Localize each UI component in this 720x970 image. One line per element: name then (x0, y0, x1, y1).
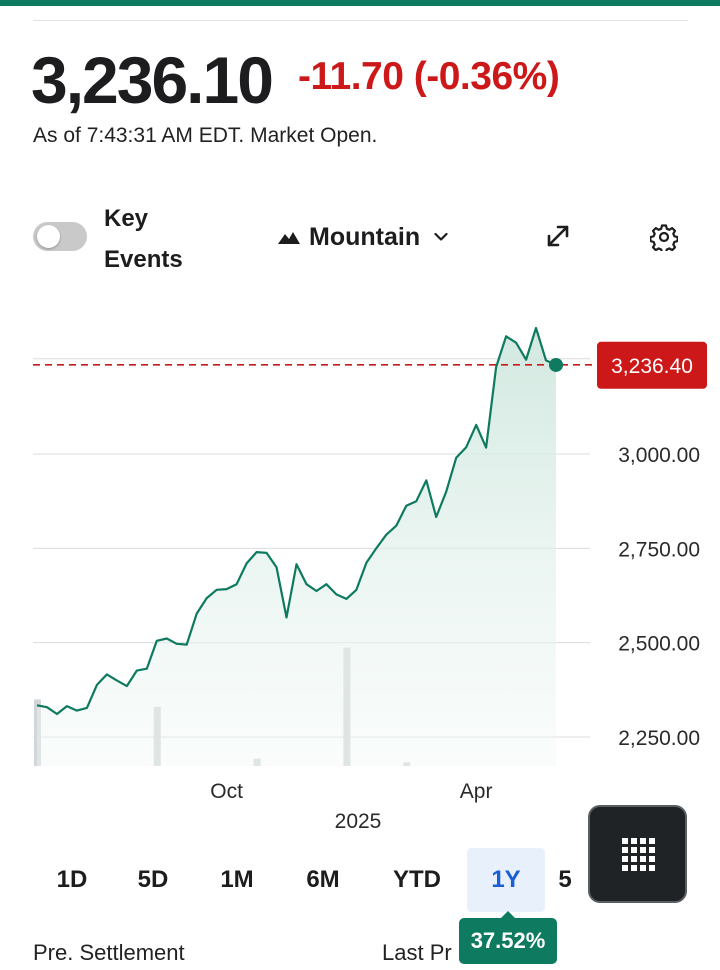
x-tick-label: Apr (460, 780, 493, 803)
last-price-dot (549, 357, 563, 372)
range-return-value: 37.52% (470, 928, 546, 953)
grid-icon (621, 838, 655, 871)
price-area-fill (37, 328, 556, 766)
gear-icon[interactable] (650, 223, 678, 251)
key-events-line1: Key (104, 205, 149, 232)
top-divider (33, 20, 688, 21)
chart-type-label: Mountain (309, 222, 421, 251)
last-price-label: Last Pr (382, 940, 452, 965)
range-button-6m[interactable]: 6M (306, 866, 340, 893)
y-tick-label: 2,250.00 (618, 727, 700, 750)
apps-menu-button[interactable] (588, 805, 687, 903)
last-price-tag (597, 341, 707, 389)
range-button-ytd[interactable]: YTD (393, 866, 441, 893)
key-events-toggle[interactable] (33, 222, 87, 251)
range-return-badge: 37.52% (459, 911, 557, 964)
expand-icon[interactable] (545, 223, 571, 249)
x-tick-label: Oct (210, 780, 243, 803)
key-events-label: Key Events (104, 198, 224, 280)
price-change: -11.70 (-0.36%) (298, 55, 560, 98)
toggle-knob (37, 225, 60, 248)
range-selector: 1D 5D 1M 6M YTD 1Y 5 (33, 848, 585, 912)
chart-type-dropdown[interactable]: Mountain (278, 220, 448, 254)
range-button-1m[interactable]: 1M (220, 866, 254, 893)
range-button-5[interactable]: 5 (558, 866, 572, 893)
top-accent-bar (0, 0, 720, 6)
y-tick-label: 3,000.00 (618, 444, 700, 467)
chevron-down-icon (434, 232, 448, 241)
y-tick-label: 2,500.00 (618, 633, 700, 656)
x-axis-label: 2025 (335, 810, 382, 833)
last-price-tag-text: 3,236.40 (611, 355, 693, 378)
price-line (36, 326, 557, 716)
price-chart[interactable]: 3,236.40 3,000.00 2,750.00 2,500.00 2,250.0… (0, 290, 720, 840)
y-tick-label: 2,750.00 (618, 538, 700, 561)
key-events-line2: Events (104, 246, 183, 273)
mountain-icon (278, 232, 300, 244)
badge-pointer (501, 911, 515, 918)
range-button-1d[interactable]: 1D (56, 866, 88, 893)
range-button-5d[interactable]: 5D (137, 866, 169, 893)
pre-settlement-label: Pre. Settlement (33, 940, 185, 965)
as-of-timestamp: As of 7:43:31 AM EDT. Market Open. (33, 124, 378, 147)
range-button-1y[interactable]: 1Y (467, 848, 545, 912)
last-price: 3,236.10 (31, 43, 274, 117)
